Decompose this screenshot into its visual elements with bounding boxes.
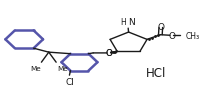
Text: Me: Me: [57, 65, 68, 71]
Text: Me: Me: [30, 65, 41, 71]
Text: O: O: [168, 31, 175, 40]
Text: O: O: [158, 22, 165, 31]
Text: H: H: [120, 18, 126, 26]
Text: Cl: Cl: [65, 78, 74, 86]
Text: N: N: [128, 18, 135, 27]
Text: HCl: HCl: [146, 66, 166, 79]
Text: O: O: [105, 49, 112, 58]
Text: O: O: [105, 49, 112, 58]
Text: CH₃: CH₃: [185, 31, 199, 40]
